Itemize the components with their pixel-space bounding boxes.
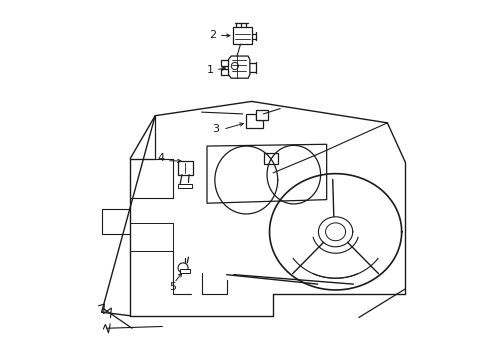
Text: 5: 5 [169,282,176,292]
Text: 3: 3 [212,124,219,134]
Text: 2: 2 [208,30,216,40]
Polygon shape [220,60,228,66]
Polygon shape [233,27,251,44]
Circle shape [178,263,188,273]
Polygon shape [178,184,192,188]
Text: 1: 1 [206,65,213,75]
Polygon shape [255,111,267,120]
Polygon shape [180,269,190,273]
Polygon shape [220,69,228,75]
Polygon shape [246,114,263,128]
Polygon shape [228,56,249,78]
Text: 4: 4 [158,153,164,163]
Polygon shape [178,161,193,175]
